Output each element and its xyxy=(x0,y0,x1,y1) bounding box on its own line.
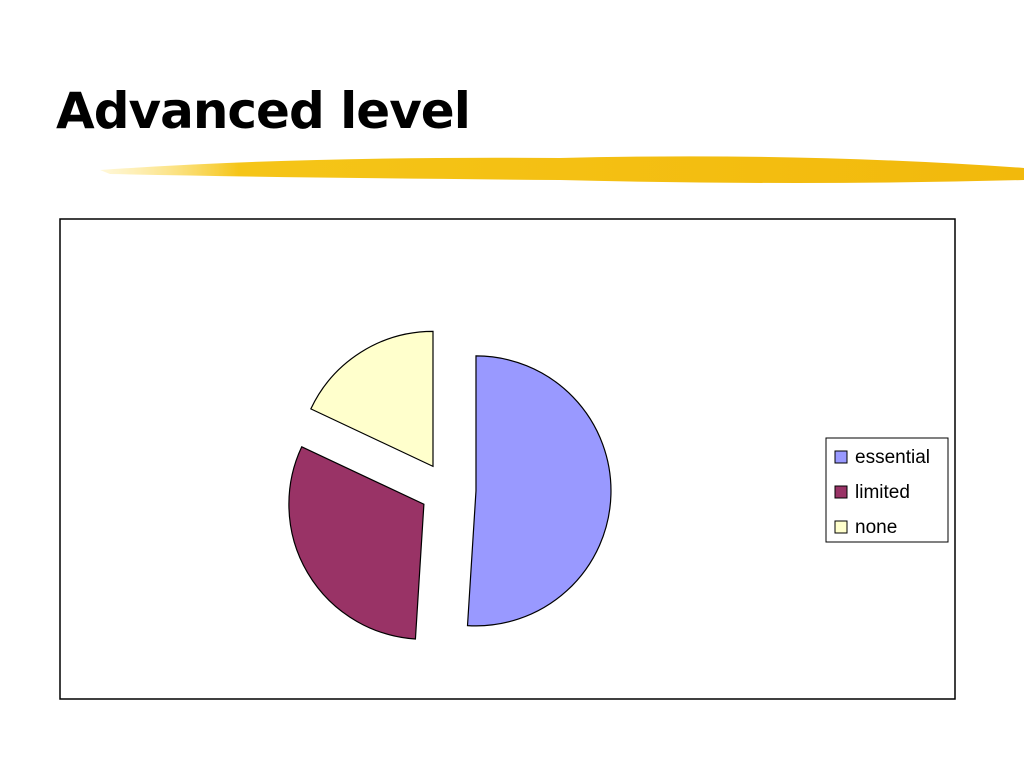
legend-swatch xyxy=(834,450,848,464)
pie-slice xyxy=(466,355,612,627)
slide-title: Advanced level xyxy=(56,82,471,140)
legend-swatch xyxy=(834,485,848,499)
legend-label: essential xyxy=(855,447,930,468)
pie xyxy=(288,330,612,640)
legend-label: limited xyxy=(855,482,910,503)
pie-slice xyxy=(310,330,434,468)
legend: essential limited none xyxy=(834,447,930,538)
title-underline xyxy=(100,156,1024,183)
legend-swatch xyxy=(834,520,848,534)
pie-slice xyxy=(288,445,425,640)
legend-label: none xyxy=(855,517,897,538)
